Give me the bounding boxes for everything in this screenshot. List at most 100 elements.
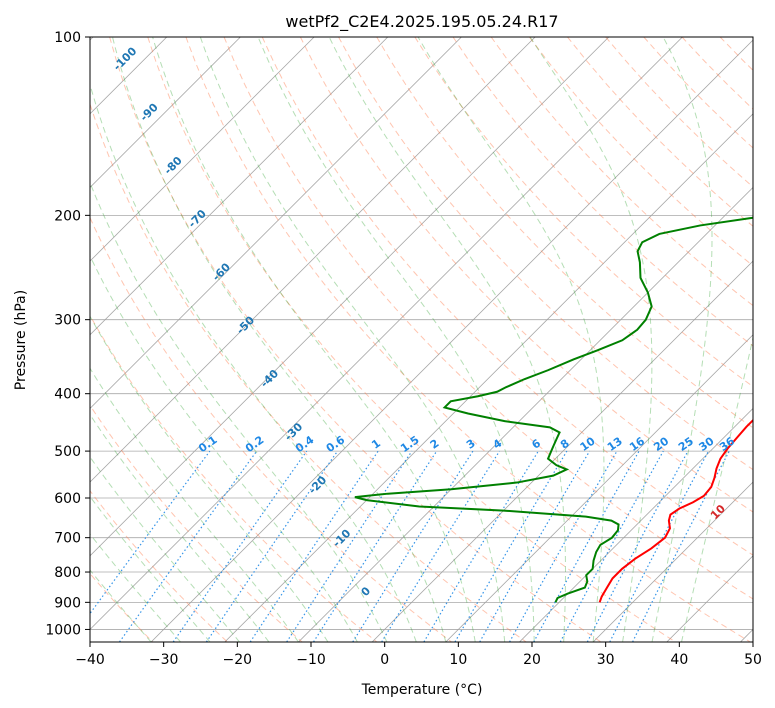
dry-adiabat-line: [452, 37, 753, 347]
x-tick-label: 30: [597, 652, 615, 668]
moist-adiabat-line: [529, 37, 653, 642]
moist-adiabat-label: -40: [258, 367, 281, 390]
dry-adiabat-line: [90, 404, 303, 642]
mixing-ratio-line: [559, 450, 664, 642]
dry-adiabat-line: [90, 314, 378, 642]
moist-adiabat-line: [257, 37, 535, 642]
moist-adiabat-line: [90, 82, 417, 642]
mixing-ratio-label: 0.2: [243, 433, 266, 455]
plot-frame: [89, 36, 754, 643]
dry-adiabat-line: [185, 37, 751, 642]
mixing-ratio-label: 1.5: [398, 433, 421, 455]
isotherm-line: [740, 628, 753, 642]
dry-adiabat-line: [681, 37, 753, 110]
y-tick-label: 600: [54, 491, 81, 507]
moist-adiabat-label: -50: [234, 313, 257, 336]
x-tick-label: 20: [523, 652, 541, 668]
moist-adiabat-line: [90, 254, 358, 642]
dry-adiabat-line: [147, 37, 676, 642]
y-tick-label: 200: [54, 208, 81, 224]
x-tick-label: −10: [296, 652, 326, 668]
moist-adiabat-line: [417, 37, 605, 642]
moist-adiabat-line: [90, 495, 211, 642]
isotherm-line: [90, 37, 241, 189]
background-lines: [90, 37, 775, 642]
dry-adiabat-line: [414, 37, 753, 388]
y-tick-label: 900: [54, 595, 81, 611]
dry-adiabat-line: [643, 37, 753, 149]
isotherm-line: [224, 113, 753, 642]
isotherm-line: [90, 37, 389, 336]
isotherm-line: [371, 260, 753, 642]
moist-adiabat-line: [328, 37, 566, 642]
mixing-ratio-line: [172, 450, 308, 642]
mixing-ratio-line: [249, 450, 379, 642]
y-tick-label: 800: [54, 565, 81, 581]
isotherm-line: [150, 39, 753, 642]
y-tick-label: 1000: [45, 622, 81, 638]
moist-adiabat-line: [90, 181, 388, 642]
dry-adiabat-line: [299, 37, 753, 513]
y-tick-label: 400: [54, 387, 81, 403]
chart-title: wetPf2_C2E4.2025.195.05.24.R17: [285, 12, 558, 32]
moist-adiabat-label: -70: [186, 207, 209, 230]
dry-adiabat-line: [528, 37, 753, 267]
moist-adiabat-line: [90, 315, 329, 642]
dry-adiabat-line: [490, 37, 753, 307]
isotherm-line: [90, 37, 462, 410]
dry-adiabat-line: [719, 37, 753, 71]
moist-adiabat-label: -60: [210, 260, 233, 283]
y-tick-label: 700: [54, 531, 81, 547]
dry-adiabat-line: [90, 489, 228, 642]
dry-adiabat-line: [338, 37, 753, 471]
x-tick-label: 0: [380, 652, 389, 668]
mixing-ratio-line: [609, 450, 710, 642]
isotherm-line: [666, 555, 753, 642]
dry-adiabat-line: [261, 37, 753, 556]
sounding-lines: [354, 216, 753, 603]
x-tick-label: −20: [223, 652, 253, 668]
moist-adiabat-line: [90, 367, 299, 642]
dry-adiabat-line: [758, 37, 775, 642]
moist-adiabat-line: [651, 37, 713, 642]
mixing-ratio-line: [632, 450, 730, 642]
mixing-ratio-line: [205, 450, 339, 642]
axis-ticks: −40 −30 −20 −10 0 10 20 30 40 5010020030040050060…: [45, 30, 762, 668]
moist-adiabat-line: [90, 533, 181, 642]
moist-adiabat-label: 0: [359, 584, 374, 599]
isotherm-line: [592, 481, 753, 642]
x-tick-label: 50: [744, 652, 762, 668]
isotherm-line: [90, 37, 315, 262]
mixing-ratio-line: [313, 450, 438, 642]
dry-adiabat-line: [376, 37, 753, 429]
x-tick-label: 40: [670, 652, 688, 668]
mixing-ratio-line: [533, 450, 640, 642]
moist-adiabat-line: [90, 569, 152, 642]
y-tick-label: 300: [54, 313, 81, 329]
x-tick-label: −40: [75, 652, 105, 668]
mixing-ratio-line: [119, 450, 258, 642]
mixing-ratio-label: 6: [529, 437, 543, 452]
isotherm-line: [298, 186, 753, 642]
dry-adiabat-line: [90, 572, 154, 642]
mixing-ratio-label: 0.1: [196, 433, 219, 455]
isotherm-line: [90, 37, 536, 483]
moist-adiabat-label: -20: [306, 473, 329, 496]
isotherm-line: [90, 37, 610, 557]
dry-adiabat-line: [109, 37, 602, 642]
mixing-ratio-label: 3: [464, 437, 478, 452]
temperature-line: [598, 418, 753, 603]
mixing-ratio-label: 0.6: [324, 433, 348, 455]
moist-adiabat-line: [199, 37, 506, 642]
y-axis-label: Pressure (hPa): [13, 290, 29, 390]
moist-adiabat-label: -80: [162, 154, 185, 177]
y-tick-label: 500: [54, 444, 81, 460]
x-tick-label: 10: [449, 652, 467, 668]
dewpoint-line: [354, 216, 753, 603]
isotherm-line: [519, 407, 753, 642]
moist-adiabat-label: -10: [330, 527, 353, 550]
mixing-ratio-label: 1: [369, 437, 383, 452]
mixing-ratio-line: [352, 450, 474, 642]
mixing-ratio-line: [586, 450, 689, 642]
